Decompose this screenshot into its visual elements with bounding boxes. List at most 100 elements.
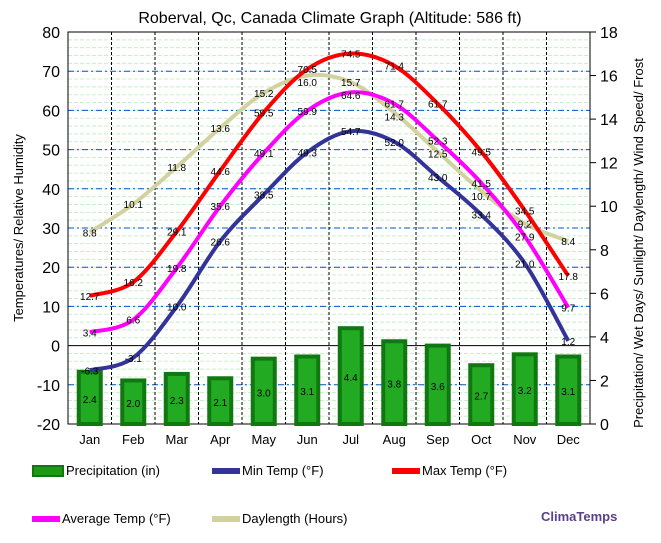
precip-bar — [468, 363, 495, 427]
point-data-label: 52.3 — [428, 137, 448, 148]
precip-bar — [424, 343, 451, 427]
x-tick-label: May — [251, 432, 276, 447]
y2-tick-label: 0 — [600, 417, 609, 434]
point-data-label: 52.0 — [385, 138, 405, 149]
series-line — [88, 72, 569, 243]
point-data-label: 70.5 — [298, 65, 318, 76]
x-tick-label: Sep — [426, 432, 449, 447]
point-data-label: 27.9 — [515, 233, 535, 244]
bar-data-label: 2.0 — [126, 399, 140, 410]
legend-label: Average Temp (°F) — [62, 511, 171, 526]
legend-swatch — [32, 515, 60, 522]
point-data-label: 49.5 — [472, 148, 492, 159]
point-data-label: 12.5 — [428, 150, 448, 161]
point-data-label: 29.1 — [167, 228, 187, 239]
bar-data-label: 3.0 — [257, 388, 271, 399]
y2-tick-label: 12 — [600, 156, 618, 173]
y-tick-label: 50 — [42, 143, 60, 160]
point-data-label: 15.7 — [341, 78, 361, 89]
point-data-label: 38.5 — [254, 191, 274, 202]
precip-bar — [120, 378, 147, 427]
brand-logo: ClimaTemps — [541, 509, 618, 524]
y-tick-label: 60 — [42, 103, 60, 120]
bar-data-label: 2.1 — [213, 398, 227, 409]
point-data-label: 6.6 — [126, 316, 140, 327]
point-data-label: 9.7 — [561, 304, 575, 315]
point-data-label: 3.4 — [83, 328, 97, 339]
y2-tick-label: 4 — [600, 330, 609, 347]
precip-bar — [250, 356, 277, 426]
precip-bar — [381, 339, 408, 426]
legend-item: Min Temp (°F) — [212, 463, 324, 478]
point-data-label: 10.1 — [124, 200, 144, 211]
x-tick-label: Nov — [513, 432, 537, 447]
legend-swatch — [32, 464, 64, 477]
y-tick-label: 80 — [42, 25, 60, 42]
bar-data-label: 2.7 — [474, 392, 488, 403]
y2-tick-label: 16 — [600, 69, 618, 86]
precip-bar — [511, 352, 538, 426]
point-data-label: 59.9 — [298, 107, 318, 118]
precip-bar — [207, 376, 234, 426]
y2-tick-label: 2 — [600, 373, 609, 390]
y-tick-label: 30 — [42, 221, 60, 238]
point-data-label: 8.8 — [83, 228, 97, 239]
x-tick-label: Mar — [166, 432, 189, 447]
point-data-label: 33.4 — [472, 211, 492, 222]
x-tick-label: Jun — [297, 432, 318, 447]
point-data-label: 16.2 — [124, 278, 144, 289]
y2-tick-label: 6 — [600, 286, 609, 303]
point-data-label: 11.8 — [167, 163, 186, 174]
bar-data-label: 3.1 — [300, 387, 314, 398]
point-data-label: 61.7 — [385, 100, 405, 111]
y-tick-label: 40 — [42, 182, 60, 199]
legend-swatch — [392, 467, 420, 474]
bar-data-label: 3.6 — [431, 382, 445, 393]
y-tick-label: 0 — [51, 339, 60, 356]
bar-data-label: 3.1 — [561, 387, 575, 398]
point-data-label: 26.6 — [211, 237, 231, 248]
point-data-label: 35.6 — [211, 202, 231, 213]
legend-swatch — [212, 467, 240, 474]
precip-bar — [76, 369, 103, 427]
point-data-label: 1.2 — [561, 337, 575, 348]
point-data-label: 61.7 — [428, 100, 448, 111]
x-tick-label: Jul — [342, 432, 359, 447]
legend-item: Precipitation (in) — [32, 463, 160, 478]
point-data-label: 49.1 — [254, 149, 274, 160]
y-tick-label: -20 — [37, 417, 60, 434]
bar-data-label: 2.3 — [170, 396, 184, 407]
point-data-label: 17.8 — [559, 272, 579, 283]
point-data-label: 64.6 — [341, 91, 361, 102]
series-line — [89, 128, 570, 373]
x-tick-label: Dec — [557, 432, 581, 447]
series-line — [89, 90, 570, 335]
point-data-label: 10.0 — [167, 302, 187, 313]
precip-bar — [337, 326, 364, 426]
precip-bar — [555, 354, 582, 426]
y2-tick-label: 14 — [600, 112, 618, 129]
y-tick-label: 20 — [42, 260, 60, 277]
y2-tick-label: 10 — [600, 199, 618, 216]
point-data-label: 49.3 — [298, 148, 318, 159]
point-data-label: 14.3 — [385, 113, 405, 124]
x-tick-label: Aug — [383, 432, 406, 447]
y-axis-label: Temperatures/ Relative Humidity — [11, 134, 26, 322]
point-data-label: 10.7 — [472, 192, 492, 203]
y-tick-label: -10 — [37, 378, 60, 395]
plot-frame — [67, 31, 591, 425]
bar-data-label: 4.4 — [344, 373, 358, 384]
legend-label: Precipitation (in) — [66, 463, 160, 478]
point-data-label: -3.1 — [125, 354, 143, 365]
legend-label: Daylength (Hours) — [242, 511, 348, 526]
point-data-label: 13.6 — [211, 124, 231, 135]
precip-bar — [163, 371, 190, 426]
legend-label: Max Temp (°F) — [422, 463, 508, 478]
point-data-label: 71.4 — [385, 62, 405, 73]
point-data-label: 8.4 — [561, 237, 575, 248]
y2-axis-label: Precipitation/ Wet Days/ Sunlight/ Dayle… — [631, 58, 646, 428]
bar-data-label: 3.8 — [387, 380, 401, 391]
x-tick-label: Apr — [210, 432, 231, 447]
